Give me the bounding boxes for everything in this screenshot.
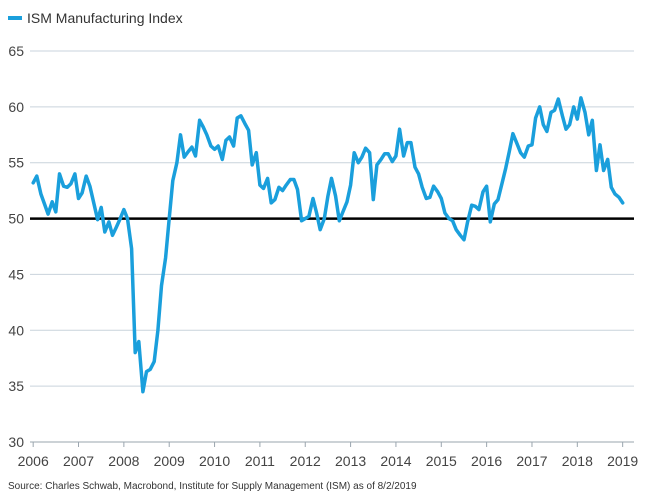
legend-entry: ISM Manufacturing Index [27, 10, 183, 26]
x-tick-label: 2013 [335, 453, 366, 469]
y-tick-label: 45 [8, 266, 24, 282]
source-note: Source: Charles Schwab, Macrobond, Insti… [8, 481, 417, 492]
y-tick-label: 55 [8, 155, 24, 171]
y-tick-label: 30 [8, 434, 24, 450]
y-tick-label: 35 [8, 378, 24, 394]
x-tick-label: 2012 [290, 453, 321, 469]
x-tick-label: 2017 [516, 453, 547, 469]
x-tick-label: 2008 [108, 453, 139, 469]
series-line-ism-manufacturing-index [31, 96, 625, 394]
y-tick-label: 65 [8, 43, 24, 59]
x-axis: 2006 2007 2008 2009 2010 2011 2012 2013 2014 2015… [18, 442, 638, 469]
x-tick-label: 2014 [380, 453, 411, 469]
x-tick-label: 2007 [63, 453, 94, 469]
y-tick-label: 60 [8, 99, 24, 115]
x-tick-label: 2010 [199, 453, 230, 469]
x-tick-label: 2011 [245, 453, 275, 469]
legend-swatch [8, 16, 22, 20]
x-tick-label: 2009 [154, 453, 185, 469]
x-tick-label: 2006 [18, 453, 49, 469]
y-tick-label: 40 [8, 322, 24, 338]
grid [30, 50, 634, 443]
x-tick-label: 2016 [471, 453, 502, 469]
x-tick-label: 2015 [426, 453, 457, 469]
x-tick-label: 2019 [607, 453, 638, 469]
legend: ISM Manufacturing Index [8, 10, 183, 26]
x-tick-label: 2018 [562, 453, 593, 469]
y-axis: 30 35 40 45 50 55 60 65 [8, 43, 24, 450]
y-tick-label: 50 [8, 211, 24, 227]
